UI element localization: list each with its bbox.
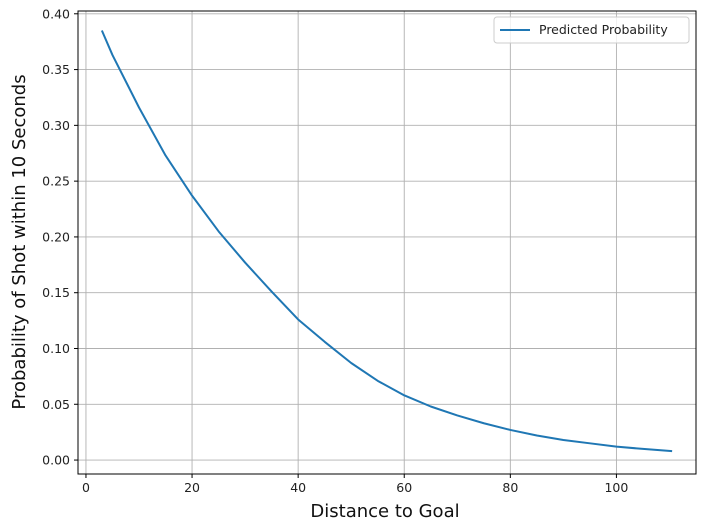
legend: Predicted Probability [493, 16, 690, 44]
series-line-group [100, 30, 673, 453]
x-tick-label: 80 [502, 480, 518, 495]
y-tick-label: 0.15 [42, 285, 70, 300]
y-tick-label: 0.30 [42, 118, 70, 133]
y-tick-label: 0.35 [42, 62, 70, 77]
series-line [100, 30, 673, 453]
x-tick-label: 20 [184, 480, 200, 495]
y-tick-label: 0.00 [42, 453, 70, 468]
y-tick-label: 0.10 [42, 341, 70, 356]
plot-frame [77, 10, 697, 475]
ticks: 0 20 40 60 80 100 0.00 0.05 0.10 0.15 0.20 0.25 0.30… [42, 6, 628, 495]
grid [78, 11, 696, 474]
x-tick-label: 100 [604, 480, 628, 495]
y-tick-label: 0.40 [42, 6, 70, 21]
y-tick-label: 0.20 [42, 229, 70, 244]
y-axis-label: Probability of Shot within 10 Seconds [9, 74, 30, 409]
y-tick-label: 0.05 [42, 397, 70, 412]
y-tick-label: 0.25 [42, 174, 70, 189]
x-tick-label: 0 [82, 480, 90, 495]
x-tick-label: 60 [396, 480, 412, 495]
x-axis-label: Distance to Goal [310, 501, 459, 522]
x-tick-label: 40 [290, 480, 306, 495]
legend-label: Predicted Probability [539, 22, 668, 37]
legend-box [493, 16, 690, 44]
